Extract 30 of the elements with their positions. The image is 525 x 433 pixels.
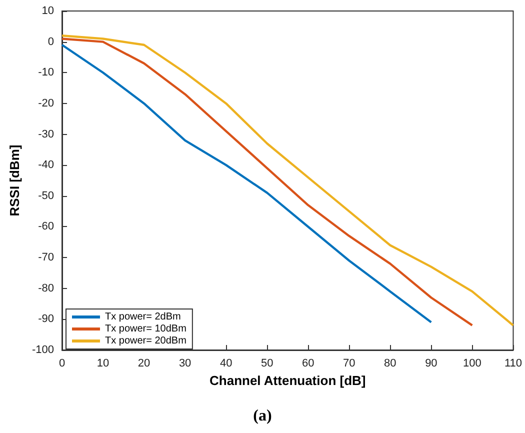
- y-tick-label: -40: [38, 159, 54, 172]
- x-tick-label: 110: [504, 358, 522, 370]
- y-tick-label: -30: [38, 128, 54, 140]
- y-tick-label: -80: [38, 282, 54, 294]
- x-tick-label: 70: [343, 358, 356, 370]
- x-tick-label: 40: [220, 358, 232, 370]
- y-tick-label: -20: [38, 97, 54, 110]
- y-tick-label: 0: [48, 36, 54, 48]
- x-tick-label: 80: [384, 358, 396, 370]
- x-tick-label: 60: [302, 358, 314, 370]
- y-tick-label: -60: [38, 220, 54, 233]
- legend-label: Tx power= 10dBm: [105, 324, 186, 334]
- x-tick-label: 10: [96, 358, 110, 370]
- x-axis-title: Channel Attenuation [dB]: [210, 372, 366, 388]
- x-tick-label: 0: [58, 358, 66, 370]
- y-axis-title: RSSI [dBm]: [7, 144, 22, 216]
- x-tick-label: 20: [138, 358, 150, 370]
- y-tick-label: -90: [38, 313, 54, 326]
- y-tick-label: 10: [42, 5, 54, 17]
- x-tick-label: 100: [463, 358, 482, 370]
- y-tick-label: -100: [32, 344, 54, 356]
- legend-label: Tx power= 2dBm: [105, 312, 181, 322]
- text: (a): [253, 408, 272, 424]
- y-tick-label: -70: [38, 252, 54, 264]
- legend-label: Tx power= 20dBm: [105, 336, 186, 346]
- x-tick-label: 90: [425, 358, 438, 370]
- x-tick-label: 50: [260, 358, 274, 370]
- x-tick-label: 30: [178, 358, 192, 370]
- y-tick-label: -10: [38, 66, 54, 79]
- y-tick-label: -50: [38, 190, 54, 202]
